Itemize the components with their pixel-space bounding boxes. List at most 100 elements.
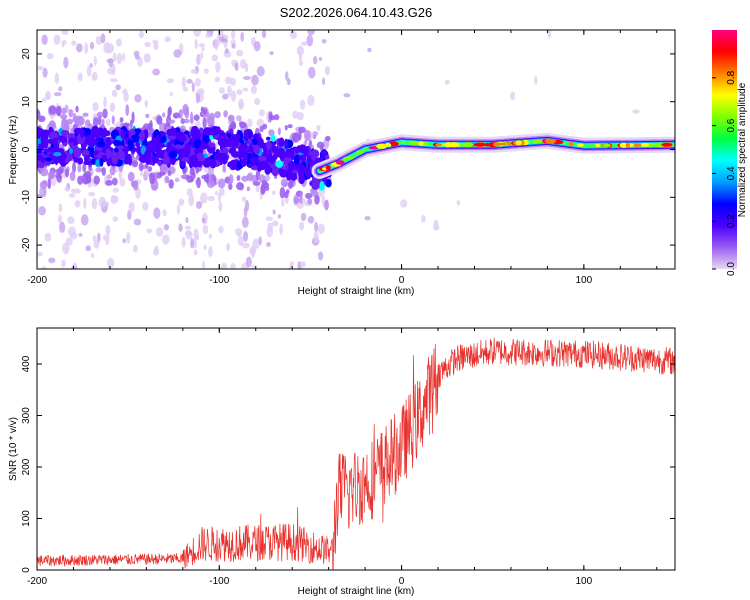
spectrogram-ytick-label: 0	[21, 146, 32, 152]
spectrogram-noise-blob	[53, 92, 62, 97]
colorbar-label: Normalized spectral amplitude	[737, 82, 748, 217]
spectrogram-band-blob	[203, 127, 212, 136]
spectrogram-noise-blob	[632, 109, 640, 114]
spectrogram-noise-blob	[236, 88, 243, 96]
spectrogram-noise-blob	[289, 30, 297, 40]
spectrogram-noise-blob	[122, 238, 126, 244]
spectrogram-noise-blob	[37, 66, 44, 71]
spectrogram-noise-blob	[144, 99, 149, 108]
spectrogram-band-blob	[271, 166, 279, 177]
spectrogram-noise-blob	[92, 235, 97, 242]
spectrogram-noise-blob	[38, 115, 46, 123]
spectrogram-noise-blob	[58, 214, 63, 224]
spectrogram-noise-blob	[266, 226, 274, 238]
spectrogram-band-blob	[265, 136, 271, 141]
spectrogram-noise-blob	[235, 182, 244, 191]
spectrogram-noise-blob	[95, 167, 103, 173]
snr-ytick-label: 400	[21, 355, 32, 372]
spectrogram-band-blob	[177, 148, 184, 156]
spectrogram-noise-blob	[195, 200, 203, 210]
spectrogram-hotspot	[625, 142, 630, 148]
spectrogram-noise-blob	[173, 49, 182, 58]
spectrogram-band-blob	[174, 144, 183, 149]
spectrogram-noise-blob	[106, 257, 115, 269]
spectrogram-band-blob	[238, 144, 247, 157]
spectrogram-band-blob	[284, 138, 289, 150]
spectrogram-band-blob	[265, 152, 270, 159]
spectrogram-band-blob	[324, 154, 330, 161]
spectrogram-noise-blob	[109, 166, 116, 176]
spectrogram-noise-blob	[300, 41, 309, 46]
spectrogram-noise-blob	[91, 198, 98, 210]
spectrogram-noise-blob	[226, 242, 231, 252]
spectrogram-noise-blob	[321, 194, 325, 205]
spectrogram-noise-blob	[244, 63, 249, 73]
spectrogram-band-blob	[202, 133, 210, 144]
spectrogram-noise-blob	[37, 251, 43, 257]
spectrogram-noise-blob	[73, 188, 81, 194]
spectrogram-band-blob	[112, 139, 122, 146]
spectrogram-band-blob	[177, 134, 187, 143]
spectrogram-band-blob	[114, 148, 120, 153]
spectrogram-noise-blob	[312, 56, 318, 65]
spectrogram-noise-blob	[281, 198, 285, 207]
spectrogram-noise-blob	[61, 107, 67, 115]
colorbar: 0.0 0.2 0.4 0.6 0.8 Normalized spectral ampl…	[712, 30, 748, 276]
colorbar-tick-label: 0.2	[726, 214, 737, 228]
spectrogram-hotspot	[532, 139, 541, 144]
spectrogram-noise-blob	[307, 94, 315, 106]
spectrogram-noise-blob	[208, 245, 213, 258]
spectrogram-noise-blob	[254, 98, 261, 106]
spectrogram-noise-blob	[103, 96, 107, 109]
spectrogram-noise-blob	[82, 112, 89, 117]
spectrogram-band-blob	[37, 126, 42, 135]
spectrogram-band-blob	[67, 133, 76, 140]
spectrogram-noise-blob	[224, 48, 230, 54]
spectrogram-noise-blob	[400, 199, 408, 208]
spectrogram-band-blob	[257, 162, 263, 172]
spectrogram-band-blob	[181, 157, 190, 162]
snr-panel: -200 -100 0 100 0 100 200 300 400 Height of stra…	[8, 327, 676, 597]
spectrogram-noise-blob	[293, 196, 300, 204]
spectrogram-noise-blob	[252, 238, 260, 250]
spectrogram-noise-blob	[292, 132, 300, 143]
spectrogram-noise-blob	[152, 68, 161, 76]
spectrogram-noise-blob	[259, 125, 264, 133]
spectrogram-noise-blob	[88, 191, 96, 197]
spectrogram-band-blob	[117, 149, 126, 161]
spectrogram-band-blob	[63, 141, 68, 147]
spectrogram-noise-blob	[256, 118, 265, 128]
spectrogram-hotspot	[335, 160, 345, 165]
spectrogram-band-blob	[234, 133, 241, 141]
spectrogram-noise-blob	[48, 105, 57, 115]
spectrogram-noise-blob	[285, 71, 289, 82]
spectrogram-noise-blob	[77, 164, 82, 173]
spectrogram-noise-blob	[110, 78, 118, 83]
spectrogram-noise-blob	[239, 59, 247, 69]
spectrogram-noise-blob	[39, 181, 48, 190]
spectrogram-noise-blob	[93, 175, 100, 185]
spectrogram-noise-blob	[77, 72, 83, 82]
spectrogram-hotspot	[422, 141, 429, 147]
spectrogram-noise-blob	[364, 215, 371, 221]
spectrogram-noise-blob	[103, 234, 107, 241]
spectrogram-noise-blob	[193, 114, 200, 121]
spectrogram-band-blob	[264, 162, 270, 174]
spectrogram-noise-blob	[131, 111, 135, 124]
spectrogram-noise-blob	[169, 91, 173, 97]
spectrogram-hotspot	[653, 142, 666, 148]
spectrogram-noise-blob	[325, 135, 331, 142]
spectrogram-noise-blob	[108, 57, 114, 68]
spectrogram-noise-blob	[89, 41, 95, 50]
spectrogram-noise-blob	[236, 115, 242, 122]
spectrogram-noise-blob	[217, 39, 221, 45]
spectrogram-band-blob	[301, 154, 307, 163]
spectrogram-band-blob	[229, 159, 237, 171]
spectrogram-hotspot	[547, 139, 556, 144]
spectrogram-noise-blob	[155, 226, 164, 237]
spectrogram-noise-blob	[168, 106, 172, 116]
spectrogram-noise-blob	[203, 68, 209, 74]
spectrogram-noise-blob	[250, 85, 258, 95]
spectrogram-band-blob	[286, 170, 292, 181]
